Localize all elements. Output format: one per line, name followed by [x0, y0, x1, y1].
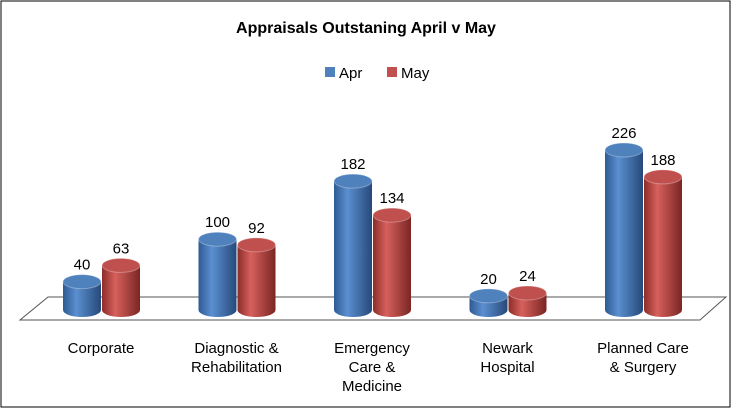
data-label: 182 — [340, 156, 365, 173]
x-tick-label: Corporate — [67, 340, 135, 357]
bar-top — [198, 231, 237, 247]
data-label: 20 — [480, 271, 497, 288]
x-tick-label: Diagnostic & Rehabilitation — [191, 340, 282, 376]
data-label: 134 — [379, 190, 404, 207]
data-label: 40 — [74, 257, 91, 274]
bar — [237, 244, 276, 318]
bar — [644, 176, 682, 317]
data-label: 226 — [611, 125, 636, 142]
bar-top — [101, 257, 141, 273]
bar — [605, 149, 643, 317]
data-label: 100 — [205, 214, 230, 231]
legend-label: May — [401, 65, 430, 82]
bar — [334, 181, 372, 317]
bar-top — [508, 285, 547, 301]
bar-top — [333, 173, 373, 189]
bar — [63, 281, 101, 317]
legend-swatch — [387, 67, 397, 77]
bar-top — [469, 288, 508, 304]
x-tick-label: Newark Hospital — [480, 340, 535, 376]
data-label: 92 — [248, 220, 265, 237]
bar — [198, 239, 237, 318]
legend-swatch — [325, 67, 335, 77]
x-tick-label: Planned Care & Surgery — [597, 340, 689, 376]
bar-top — [643, 169, 683, 185]
data-label: 188 — [650, 152, 675, 169]
x-tick-label: Emergency Care & Medicine — [334, 340, 410, 395]
data-label: 63 — [113, 240, 130, 257]
bar-top — [62, 274, 102, 290]
chart-title: Appraisals Outstaning April v May — [236, 20, 496, 37]
legend-label: Apr — [339, 65, 362, 82]
data-label: 24 — [519, 268, 536, 285]
bar-top — [604, 142, 644, 158]
bar-top — [237, 237, 276, 253]
bar — [102, 265, 140, 317]
bar-top — [372, 207, 412, 223]
bar — [373, 215, 411, 317]
